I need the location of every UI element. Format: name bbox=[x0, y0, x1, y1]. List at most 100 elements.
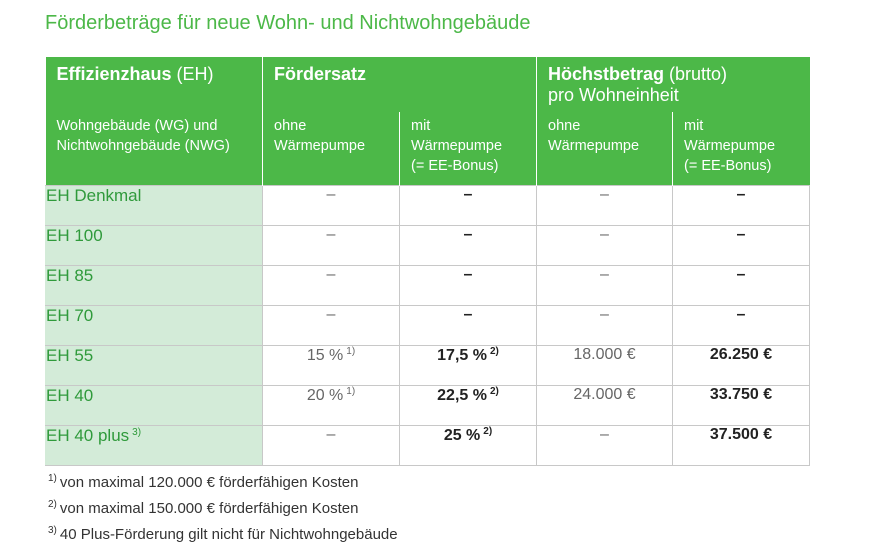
cell-text: 15 % bbox=[306, 346, 344, 364]
cell-text: – bbox=[326, 425, 336, 443]
subheader-line: mit bbox=[684, 118, 704, 134]
subheader-line: Wärmepumpe bbox=[684, 138, 776, 154]
table-cell: – bbox=[536, 304, 673, 346]
header-bold: Effizienzhaus bbox=[56, 64, 172, 84]
subheader-line: Wärmepumpe bbox=[548, 138, 640, 154]
row-label-text: EH 40 plus bbox=[46, 425, 130, 445]
subheader-line: mit bbox=[411, 118, 431, 134]
subheader-cell: Wohngebäude (WG) und Nichtwohngebäude (NW… bbox=[45, 112, 263, 185]
cell-text: – bbox=[600, 305, 609, 323]
table-row: EH Denkmal – – – – bbox=[45, 184, 810, 226]
row-label-text: EH 70 bbox=[46, 305, 94, 325]
footnote-mark: 1) bbox=[48, 473, 57, 484]
cell-text: – bbox=[600, 225, 609, 243]
subheader-line: ohne bbox=[548, 118, 581, 134]
table-row: EH 100 – – – – bbox=[45, 224, 810, 266]
cell-text: – bbox=[463, 225, 473, 243]
footnote: 3) 40 Plus-Förderung gilt nicht für Nicht… bbox=[45, 520, 398, 546]
table-cell: – bbox=[672, 224, 810, 266]
table-cell: 15 % 1) bbox=[262, 344, 400, 386]
header-bold: Fördersatz bbox=[274, 64, 367, 84]
table-cell: 24.000 € bbox=[536, 384, 673, 426]
cell-text: 26.250 € bbox=[709, 345, 773, 363]
table-row: EH 70 – – – – bbox=[45, 304, 810, 346]
table-cell: – bbox=[262, 224, 400, 266]
cell-text: – bbox=[736, 305, 746, 323]
footnote: 1) von maximal 120.000 € förderfähigen Ko… bbox=[45, 468, 398, 494]
table-cell: – bbox=[672, 264, 810, 306]
footnote-text: von maximal 150.000 € förderfähigen Kost… bbox=[59, 500, 359, 517]
cell-text: – bbox=[326, 185, 336, 203]
header-normal: (brutto) bbox=[669, 64, 728, 84]
footnote-ref: 2) bbox=[489, 345, 499, 357]
table-cell: – bbox=[399, 304, 537, 346]
header-group: Effizienzhaus (EH) bbox=[45, 57, 263, 112]
footnote-ref: 2) bbox=[489, 385, 499, 397]
cell-text: – bbox=[326, 305, 336, 323]
subheader-cell: ohne Wärmepumpe bbox=[536, 112, 673, 185]
table-cell: 37.500 € bbox=[672, 424, 810, 466]
table-row: EH 40 plus 3) – 25 % 2) – 37.500 € bbox=[45, 424, 810, 466]
table-cell: 20 % 1) bbox=[262, 384, 400, 426]
cell-text: – bbox=[326, 265, 336, 283]
header-normal: (EH) bbox=[176, 64, 214, 84]
row-label: EH 100 bbox=[45, 224, 263, 266]
table-cell: – bbox=[536, 264, 673, 306]
cell-text: – bbox=[736, 225, 746, 243]
cell-text: – bbox=[736, 185, 746, 203]
cell-text: 25 % bbox=[443, 426, 481, 444]
footnote-text: 40 Plus-Förderung gilt nicht für Nichtwo… bbox=[59, 526, 398, 543]
row-label-text: EH Denkmal bbox=[46, 185, 142, 205]
table-cell: – bbox=[399, 264, 537, 306]
subheader-cell: ohne Wärmepumpe bbox=[262, 112, 400, 185]
subheader-line: Wärmepumpe bbox=[411, 138, 503, 154]
row-label: EH 55 bbox=[45, 344, 263, 386]
table-cell: – bbox=[262, 304, 400, 346]
table-cell: 33.750 € bbox=[672, 384, 810, 426]
footnote-ref: 3) bbox=[132, 426, 142, 438]
subheader-cell: mit Wärmepumpe (= EE-Bonus) bbox=[672, 112, 810, 185]
table-cell: – bbox=[536, 184, 673, 226]
header-line2: pro Wohneinheit bbox=[548, 85, 679, 105]
table-cell: 25 % 2) bbox=[399, 424, 537, 466]
table-cell: – bbox=[536, 424, 673, 466]
row-label: EH 70 bbox=[45, 304, 263, 346]
footnote-ref: 1) bbox=[346, 345, 356, 357]
row-label-text: EH 85 bbox=[46, 265, 94, 285]
subheader-line: (= EE-Bonus) bbox=[684, 158, 772, 174]
subheader-row: Wohngebäude (WG) und Nichtwohngebäude (NW… bbox=[45, 112, 810, 185]
cell-text: – bbox=[736, 265, 746, 283]
subheader-line: Wärmepumpe bbox=[274, 138, 366, 154]
table-cell: – bbox=[399, 224, 537, 266]
footnote-mark: 2) bbox=[48, 499, 57, 510]
table-cell: 17,5 % 2) bbox=[399, 344, 537, 386]
row-label: EH 40 bbox=[45, 384, 263, 426]
title: Förderbeträge für neue Wohn- und Nichtwo… bbox=[45, 12, 531, 34]
table-cell: – bbox=[262, 424, 400, 466]
subheader-line: (= EE-Bonus) bbox=[411, 158, 499, 174]
cell-text: – bbox=[463, 185, 473, 203]
subheader-line: Wohngebäude (WG) und bbox=[56, 118, 218, 134]
table-cell: 18.000 € bbox=[536, 344, 673, 386]
row-label-text: EH 40 bbox=[46, 385, 94, 405]
funding-table: Effizienzhaus (EH) Fördersatz Höchstbetrag… bbox=[45, 57, 810, 466]
footnote: 2) von maximal 150.000 € förderfähigen Ko… bbox=[45, 494, 398, 520]
table-row: EH 85 – – – – bbox=[45, 264, 810, 306]
cell-text: 37.500 € bbox=[709, 425, 773, 443]
table-cell: – bbox=[262, 264, 400, 306]
header-row: Effizienzhaus (EH) Fördersatz Höchstbetrag… bbox=[45, 57, 810, 112]
row-label: EH 40 plus 3) bbox=[45, 424, 263, 466]
table-cell: – bbox=[399, 184, 537, 226]
table-cell: – bbox=[672, 184, 810, 226]
subheader-line: ohne bbox=[274, 118, 307, 134]
cell-text: 18.000 € bbox=[573, 345, 636, 363]
cell-text: 17,5 % bbox=[437, 346, 487, 364]
footnote-mark: 3) bbox=[48, 525, 57, 536]
row-label-text: EH 100 bbox=[46, 225, 103, 245]
footnote-text: von maximal 120.000 € förderfähigen Kost… bbox=[59, 474, 359, 491]
footnotes: 1) von maximal 120.000 € förderfähigen Ko… bbox=[45, 468, 398, 546]
cell-text: 20 % bbox=[306, 386, 344, 404]
header-bold: Höchstbetrag bbox=[548, 64, 665, 84]
row-label: EH 85 bbox=[45, 264, 263, 306]
